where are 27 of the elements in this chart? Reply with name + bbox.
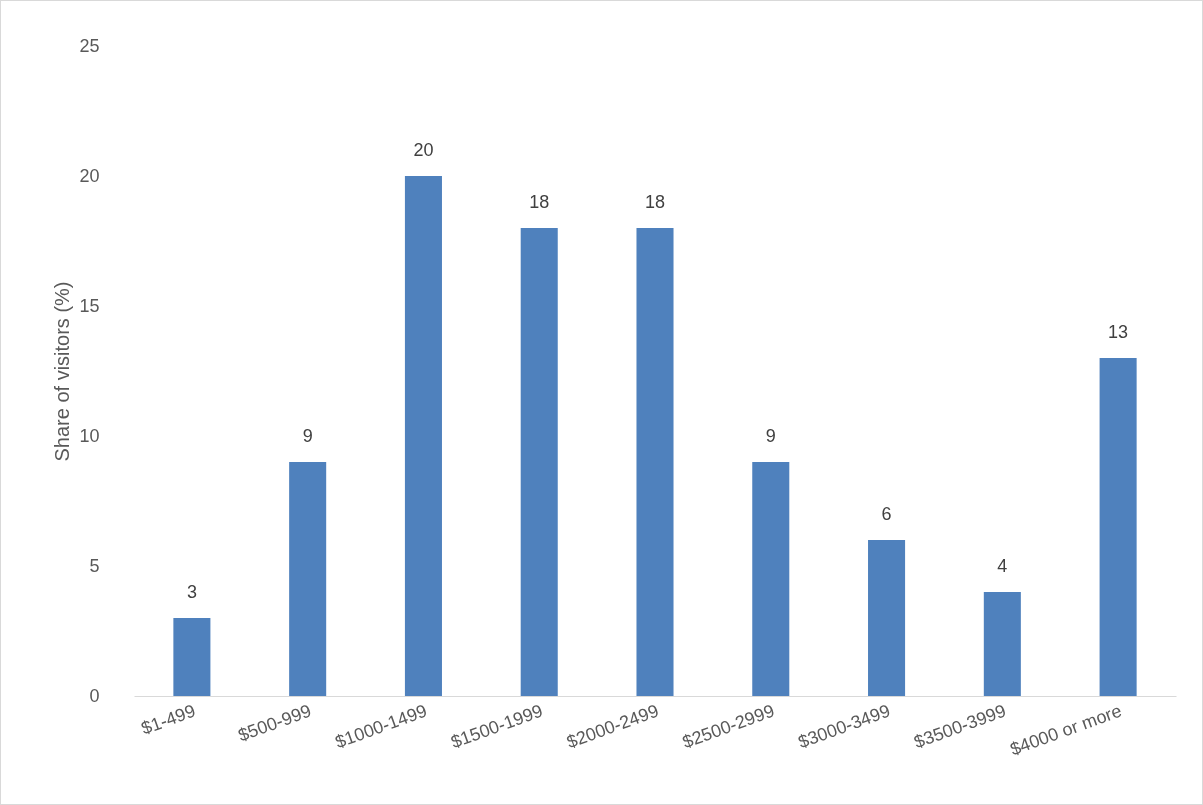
y-tick-label: 25 [79,35,100,56]
bar [983,592,1021,696]
bar [289,462,327,696]
bar [1099,358,1137,696]
x-tick-label: $1-499 [138,700,199,739]
bar [636,228,674,696]
y-tick-label: 5 [89,555,100,576]
y-tick-label: 10 [79,425,100,446]
bar [868,540,906,696]
bar [404,176,442,696]
data-label: 3 [186,582,197,602]
y-tick-label: 15 [79,295,100,316]
y-tick-label: 20 [79,165,100,186]
data-label: 4 [997,556,1008,576]
bar [520,228,558,696]
data-label: 9 [765,426,776,446]
data-label: 13 [1108,322,1129,342]
bar [752,462,790,696]
data-label: 18 [529,192,550,212]
data-label: 18 [644,192,666,212]
y-tick-label: 0 [89,685,100,706]
y-axis-title: Share of visitors (%) [51,281,74,462]
x-tick-label: $4000 or more [1007,700,1125,760]
data-label: 9 [302,426,313,446]
data-label: 20 [413,140,434,160]
data-label: 6 [881,504,892,524]
bar [173,618,211,696]
